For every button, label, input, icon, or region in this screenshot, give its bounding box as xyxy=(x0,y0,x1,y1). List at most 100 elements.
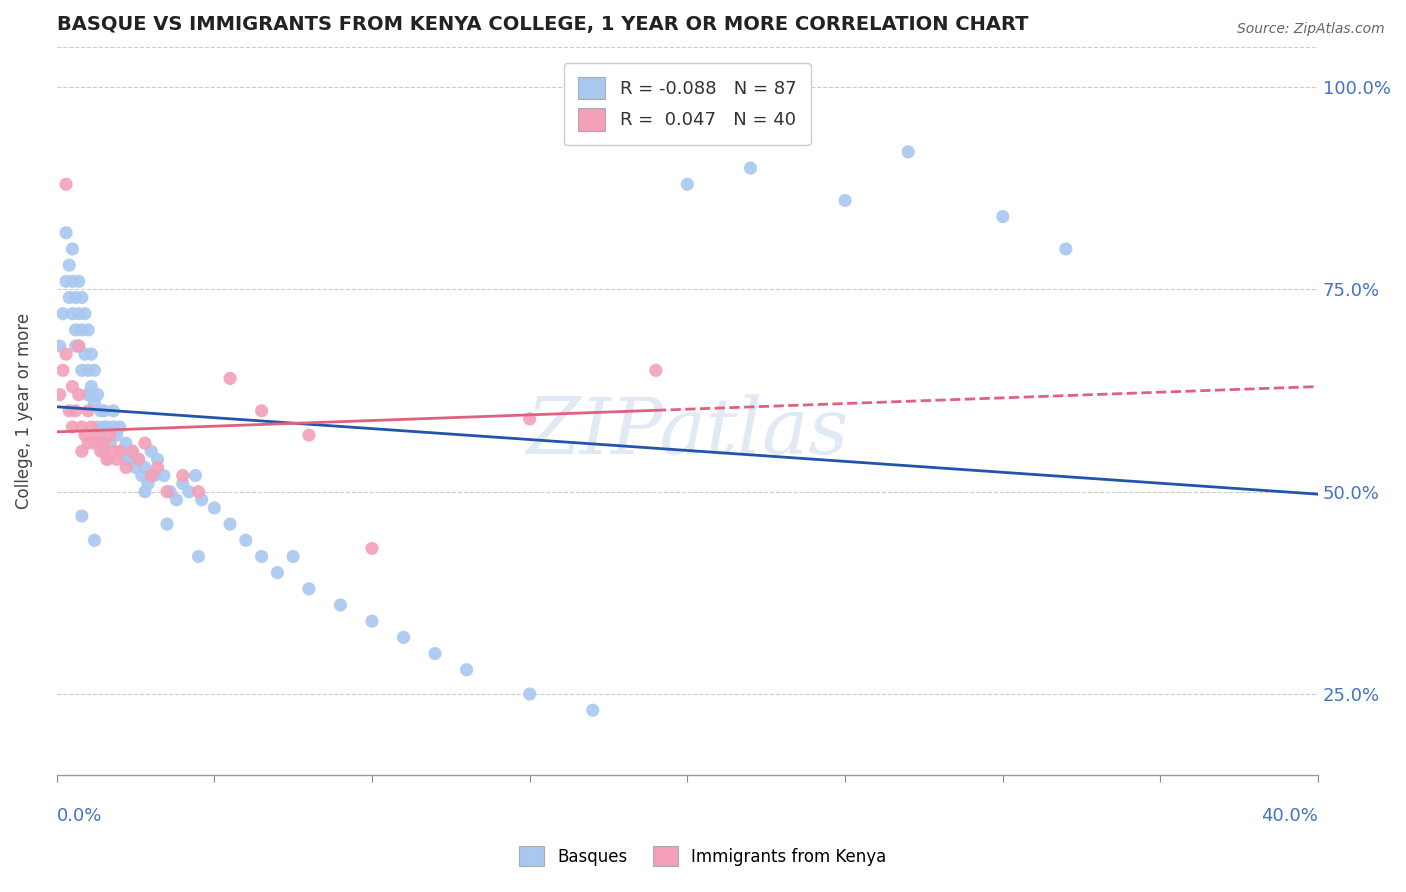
Point xyxy=(55,226,77,240)
Point xyxy=(49,387,72,401)
Point xyxy=(115,436,138,450)
Point xyxy=(266,566,288,580)
Point xyxy=(121,444,143,458)
Point xyxy=(83,395,105,409)
Point xyxy=(98,436,121,450)
Point xyxy=(77,436,100,450)
Point xyxy=(80,420,103,434)
Point xyxy=(136,476,159,491)
Text: 0.0%: 0.0% xyxy=(56,807,103,825)
Point xyxy=(70,363,93,377)
Point xyxy=(65,404,87,418)
Point xyxy=(131,468,153,483)
Point xyxy=(73,307,96,321)
Point xyxy=(67,274,90,288)
Point xyxy=(52,363,75,377)
Point xyxy=(190,492,212,507)
Point xyxy=(141,444,163,458)
Point xyxy=(128,452,150,467)
Point xyxy=(897,145,920,159)
Point xyxy=(250,404,273,418)
Text: ZIPatlas: ZIPatlas xyxy=(526,394,849,471)
Point xyxy=(134,484,156,499)
Point xyxy=(73,347,96,361)
Point xyxy=(298,582,321,596)
Point xyxy=(202,500,225,515)
Point xyxy=(83,533,105,548)
Point xyxy=(67,387,90,401)
Text: Source: ZipAtlas.com: Source: ZipAtlas.com xyxy=(1237,22,1385,37)
Point xyxy=(141,468,163,483)
Point xyxy=(58,291,80,305)
Point xyxy=(329,598,352,612)
Point xyxy=(128,452,150,467)
Point xyxy=(111,444,134,458)
Point xyxy=(98,428,121,442)
Point xyxy=(250,549,273,564)
Point xyxy=(115,460,138,475)
Text: BASQUE VS IMMIGRANTS FROM KENYA COLLEGE, 1 YEAR OR MORE CORRELATION CHART: BASQUE VS IMMIGRANTS FROM KENYA COLLEGE,… xyxy=(56,15,1028,34)
Point xyxy=(108,444,131,458)
Point xyxy=(70,444,93,458)
Point xyxy=(519,412,541,426)
Point xyxy=(166,492,188,507)
Point xyxy=(65,291,87,305)
Point xyxy=(80,379,103,393)
Point xyxy=(83,363,105,377)
Point xyxy=(60,420,83,434)
Point xyxy=(219,371,242,385)
Point xyxy=(86,420,108,434)
Point xyxy=(134,460,156,475)
Point xyxy=(86,428,108,442)
Point xyxy=(60,242,83,256)
Point xyxy=(77,387,100,401)
Point xyxy=(80,347,103,361)
Point xyxy=(60,307,83,321)
Point xyxy=(67,307,90,321)
Y-axis label: College, 1 year or more: College, 1 year or more xyxy=(15,313,32,508)
Point xyxy=(153,468,176,483)
Point xyxy=(70,420,93,434)
Point xyxy=(118,452,141,467)
Point xyxy=(108,420,131,434)
Point xyxy=(172,476,194,491)
Point xyxy=(77,404,100,418)
Point xyxy=(49,339,72,353)
Point xyxy=(70,508,93,523)
Legend: Basques, Immigrants from Kenya: Basques, Immigrants from Kenya xyxy=(512,838,894,875)
Point xyxy=(77,323,100,337)
Point xyxy=(58,258,80,272)
Point xyxy=(124,460,146,475)
Point xyxy=(1054,242,1077,256)
Point xyxy=(519,687,541,701)
Point xyxy=(90,404,112,418)
Point xyxy=(740,161,762,175)
Point xyxy=(83,436,105,450)
Point xyxy=(105,428,128,442)
Point xyxy=(187,484,209,499)
Point xyxy=(65,339,87,353)
Point xyxy=(55,347,77,361)
Point xyxy=(991,210,1014,224)
Point xyxy=(58,404,80,418)
Point xyxy=(67,339,90,353)
Point xyxy=(52,307,75,321)
Point xyxy=(456,663,478,677)
Point xyxy=(93,404,115,418)
Point xyxy=(834,194,856,208)
Point xyxy=(93,436,115,450)
Point xyxy=(105,452,128,467)
Point xyxy=(103,444,125,458)
Point xyxy=(392,631,415,645)
Point xyxy=(219,517,242,532)
Point xyxy=(134,436,156,450)
Point xyxy=(582,703,605,717)
Point xyxy=(184,468,207,483)
Point xyxy=(96,452,118,467)
Point xyxy=(361,614,384,628)
Point xyxy=(156,484,179,499)
Point xyxy=(103,420,125,434)
Point xyxy=(73,428,96,442)
Point xyxy=(676,178,699,192)
Point xyxy=(115,452,138,467)
